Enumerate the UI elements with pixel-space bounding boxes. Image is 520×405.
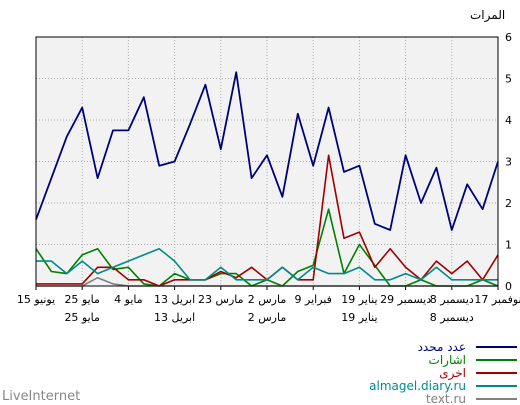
x-tick-label-upper: 17 نوفمبر: [474, 293, 520, 306]
series-line: [36, 247, 498, 281]
x-tick-label-lower: 25 مايو: [64, 311, 100, 324]
x-tick-label-lower: 2 مارس: [248, 311, 287, 324]
legend-label: اشارات: [429, 353, 466, 368]
y-tick-label: 5: [505, 73, 512, 86]
legend-label: almagel.diary.ru: [369, 379, 466, 393]
x-tick-label-upper: 15 يونيو: [17, 293, 55, 306]
legend-label: اخرى: [439, 366, 466, 381]
y-tick-label: 1: [505, 239, 512, 252]
legend-label: text.ru: [426, 392, 466, 405]
y-tick-label: 4: [505, 114, 512, 127]
series-line: [35, 71, 499, 231]
x-tick-label-upper: 19 يناير: [341, 293, 377, 306]
x-tick-label-upper: 9 فبراير: [295, 293, 332, 306]
liveinternet-logo-text: LiveInternet: [2, 389, 80, 404]
x-tick-label-lower: 8 ديسمبر: [430, 311, 474, 324]
x-tick-label-upper: 29 ديسمبر: [380, 293, 431, 306]
y-tick-label: 3: [505, 156, 512, 169]
x-tick-label-upper: 8 ديسمبر: [430, 293, 474, 306]
x-tick-label-lower: 19 يناير: [341, 311, 377, 324]
y-axis-label: المرات: [470, 8, 505, 23]
plot-border: [35, 36, 499, 287]
x-tick-label-upper: 2 مارس: [248, 293, 287, 306]
y-tick-label: 0: [505, 280, 512, 293]
x-tick-label-lower: 13 ابريل: [154, 311, 195, 324]
x-tick-label-upper: 23 مارس: [198, 293, 244, 306]
x-tick-label-upper: 25 مايو: [64, 293, 100, 306]
x-tick-label-upper: 4 مايو: [114, 293, 143, 306]
x-tick-label-upper: 13 ابريل: [154, 293, 195, 306]
y-tick-label: 6: [505, 31, 512, 44]
y-tick-label: 2: [505, 197, 512, 210]
legend-label: عدد محدد: [418, 340, 466, 354]
